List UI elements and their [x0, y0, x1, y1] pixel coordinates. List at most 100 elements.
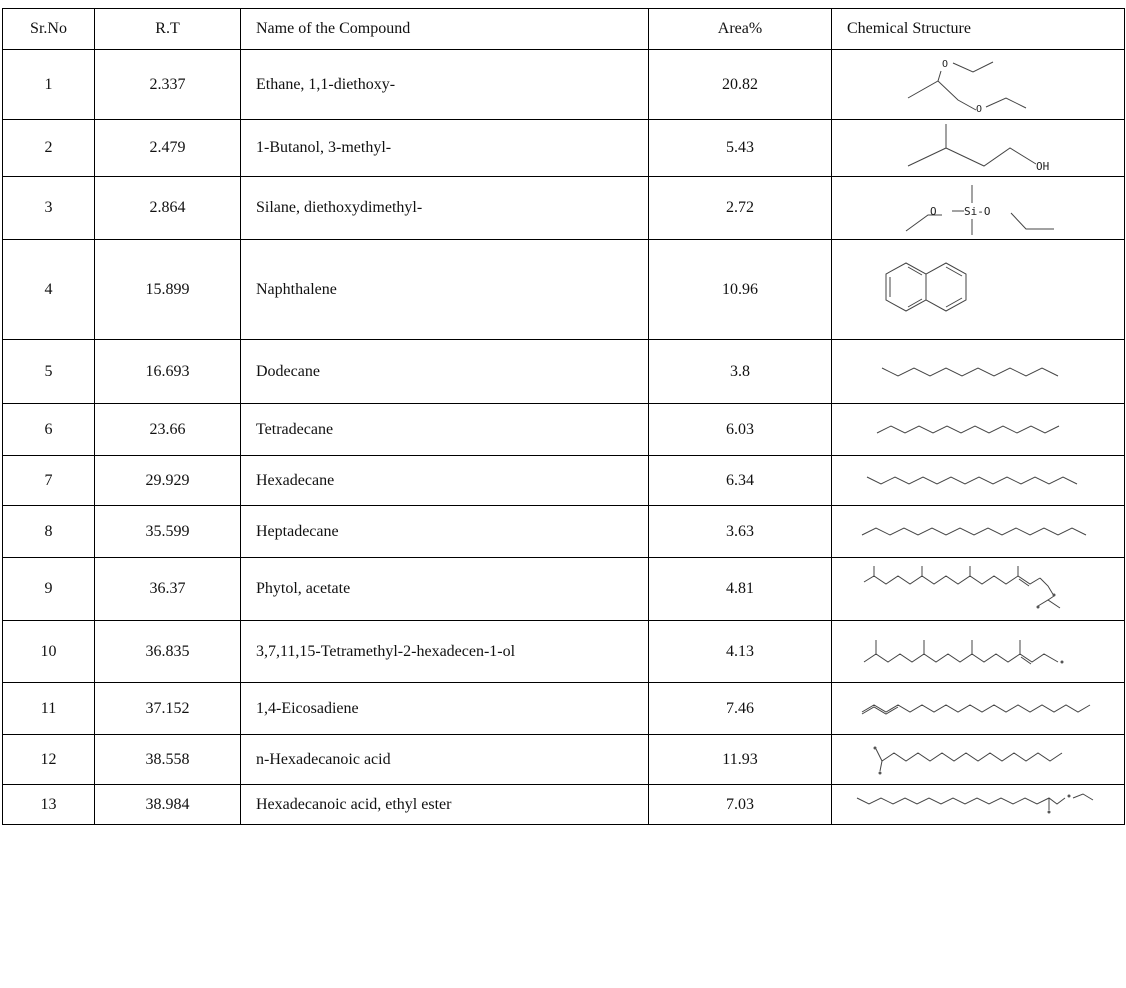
table-header-row: Sr.No R.T Name of the Compound Area% Che… — [2, 8, 1125, 50]
cell-structure: O O — [831, 49, 1125, 120]
cell-area: 3.8 — [648, 339, 832, 404]
cell-structure — [831, 557, 1125, 621]
naphthalene-structure-icon — [885, 261, 967, 312]
hydroxyl-label: OH — [1036, 160, 1049, 173]
cell-rt: 36.835 — [94, 620, 241, 683]
cell-rt: 23.66 — [94, 403, 241, 456]
cell-area: 2.72 — [648, 176, 832, 240]
cell-area: 6.34 — [648, 455, 832, 506]
cell-sr-no: 9 — [2, 557, 95, 621]
cell-sr-no: 12 — [2, 734, 95, 785]
table-row: 1 2.337 Ethane, 1,1-diethoxy- 20.82 O O — [2, 49, 1125, 120]
cell-structure: O Si-O — [831, 176, 1125, 240]
hexadecane-structure-icon — [866, 475, 1078, 485]
header-rt: R.T — [94, 8, 241, 50]
cell-area: 4.81 — [648, 557, 832, 621]
header-structure: Chemical Structure — [831, 8, 1125, 50]
table-row: 5 16.693 Dodecane 3.8 — [2, 339, 1125, 404]
table-row: 11 37.152 1,4-Eicosadiene 7.46 — [2, 682, 1125, 735]
cell-name: Hexadecane — [240, 455, 649, 506]
cell-area: 11.93 — [648, 734, 832, 785]
cell-area: 5.43 — [648, 119, 832, 177]
cell-sr-no: 13 — [2, 784, 95, 825]
cell-name: Phytol, acetate — [240, 557, 649, 621]
svg-text:O: O — [942, 59, 948, 70]
table-row: 6 23.66 Tetradecane 6.03 — [2, 403, 1125, 456]
table-row: 8 35.599 Heptadecane 3.63 — [2, 505, 1125, 558]
ethyl-ester-structure-icon — [856, 792, 1094, 813]
table-row: 4 15.899 Naphthalene 10.96 — [2, 239, 1125, 340]
oxygen-label: O — [930, 205, 937, 218]
cell-sr-no: 4 — [2, 239, 95, 340]
cell-name: 1,4-Eicosadiene — [240, 682, 649, 735]
cell-name: 1-Butanol, 3-methyl- — [240, 119, 649, 177]
cell-name: Hexadecanoic acid, ethyl ester — [240, 784, 649, 825]
phytol-acetate-structure-icon — [863, 566, 1061, 609]
cell-rt: 36.37 — [94, 557, 241, 621]
tetramethyl-hexadecenol-structure-icon — [863, 639, 1064, 664]
cell-name: Dodecane — [240, 339, 649, 404]
cell-structure: OH — [831, 119, 1125, 177]
cell-sr-no: 10 — [2, 620, 95, 683]
table-row: 10 36.835 3,7,11,15-Tetramethyl-2-hexade… — [2, 620, 1125, 683]
butanol-methyl-structure-icon: OH — [907, 124, 1049, 173]
cell-name: Heptadecane — [240, 505, 649, 558]
header-name: Name of the Compound — [240, 8, 649, 50]
header-sr-no: Sr.No — [2, 8, 95, 50]
table-row: 9 36.37 Phytol, acetate 4.81 — [2, 557, 1125, 621]
cell-area: 4.13 — [648, 620, 832, 683]
cell-name: n-Hexadecanoic acid — [240, 734, 649, 785]
cell-rt: 37.152 — [94, 682, 241, 735]
cell-area: 3.63 — [648, 505, 832, 558]
cell-sr-no: 2 — [2, 119, 95, 177]
table-row: 13 38.984 Hexadecanoic acid, ethyl ester… — [2, 784, 1125, 825]
cell-rt: 2.864 — [94, 176, 241, 240]
cell-sr-no: 6 — [2, 403, 95, 456]
header-area: Area% — [648, 8, 832, 50]
table-row: 12 38.558 n-Hexadecanoic acid 11.93 — [2, 734, 1125, 785]
table-row: 3 2.864 Silane, diethoxydimethyl- 2.72 O… — [2, 176, 1125, 240]
cell-structure — [831, 239, 1125, 340]
cell-name: Silane, diethoxydimethyl- — [240, 176, 649, 240]
cell-sr-no: 11 — [2, 682, 95, 735]
cell-sr-no: 3 — [2, 176, 95, 240]
cell-name: Tetradecane — [240, 403, 649, 456]
ethane-diethoxy-structure-icon: O O — [907, 59, 1027, 115]
cell-structure — [831, 620, 1125, 683]
cell-area: 7.03 — [648, 784, 832, 825]
cell-structure — [831, 403, 1125, 456]
cell-rt: 2.337 — [94, 49, 241, 120]
cell-structure — [831, 339, 1125, 404]
cell-name: Ethane, 1,1-diethoxy- — [240, 49, 649, 120]
eicosadiene-structure-icon — [861, 703, 1091, 715]
tetradecane-structure-icon — [876, 424, 1060, 434]
cell-rt: 16.693 — [94, 339, 241, 404]
cell-rt: 29.929 — [94, 455, 241, 506]
heptadecane-structure-icon — [861, 526, 1087, 536]
cell-rt: 38.984 — [94, 784, 241, 825]
cell-rt: 35.599 — [94, 505, 241, 558]
cell-rt: 15.899 — [94, 239, 241, 340]
cell-area: 6.03 — [648, 403, 832, 456]
cell-sr-no: 1 — [2, 49, 95, 120]
dodecane-structure-icon — [881, 366, 1059, 377]
cell-structure — [831, 784, 1125, 825]
hexadecanoic-acid-structure-icon — [873, 746, 1063, 774]
cell-structure — [831, 734, 1125, 785]
silicon-label: Si-O — [964, 205, 991, 218]
table-row: 7 29.929 Hexadecane 6.34 — [2, 455, 1125, 506]
cell-sr-no: 7 — [2, 455, 95, 506]
cell-structure — [831, 682, 1125, 735]
svg-text:O: O — [976, 104, 982, 115]
cell-sr-no: 8 — [2, 505, 95, 558]
cell-structure — [831, 455, 1125, 506]
cell-rt: 38.558 — [94, 734, 241, 785]
cell-sr-no: 5 — [2, 339, 95, 404]
cell-area: 20.82 — [648, 49, 832, 120]
compound-table: Sr.No R.T Name of the Compound Area% Che… — [2, 8, 1125, 825]
table-row: 2 2.479 1-Butanol, 3-methyl- 5.43 OH — [2, 119, 1125, 177]
cell-name: 3,7,11,15-Tetramethyl-2-hexadecen-1-ol — [240, 620, 649, 683]
silane-structure-icon: O Si-O — [905, 185, 1054, 235]
cell-area: 7.46 — [648, 682, 832, 735]
cell-structure — [831, 505, 1125, 558]
